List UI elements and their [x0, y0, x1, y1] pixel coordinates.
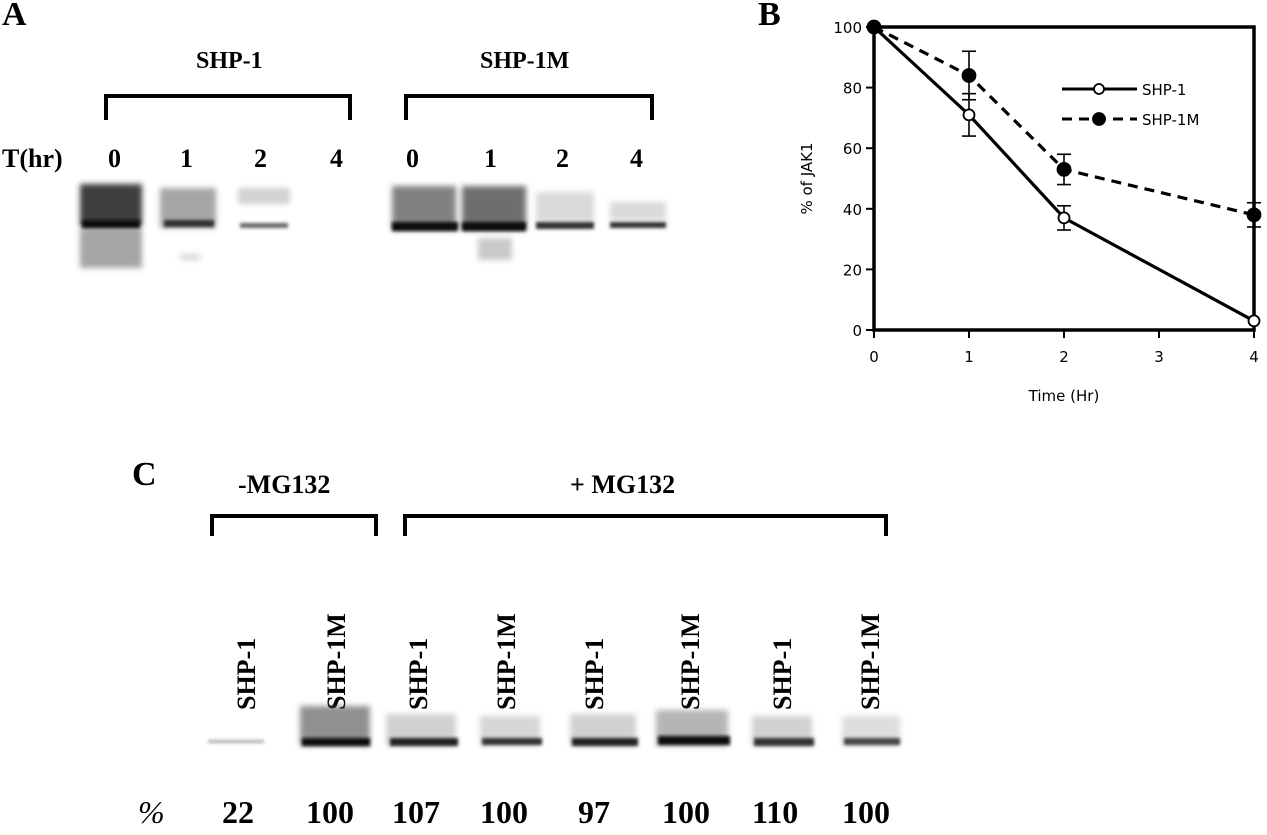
legend-marker — [1093, 83, 1105, 95]
panel-c-lane-label-6: SHP-1M — [676, 613, 705, 710]
blot-c-band-main — [572, 738, 638, 746]
panel-c-percent-4: 100 — [480, 794, 528, 830]
panel-c-percent-8: 100 — [842, 794, 890, 830]
panel-c-group-plus-mg132: + MG132 — [570, 470, 676, 499]
panel-b-line-chart: 0 20 40 60 80 100 0 1 2 3 4 Time (Hr) % of JAK1 SHP-1… — [798, 19, 1262, 405]
panel-a-time-axis-label: T(hr) — [2, 144, 63, 173]
y-tick-label: 100 — [833, 19, 862, 37]
series-line-2 — [873, 25, 1255, 217]
panel-c-brackets — [210, 514, 888, 536]
legend-label: SHP-1M — [1142, 111, 1199, 129]
y-tick-label: 20 — [843, 261, 862, 279]
panel-c-percent-6: 100 — [662, 794, 710, 830]
panel-a-time-2: 2 — [254, 144, 267, 173]
panel-a-group-shp1: SHP-1 — [196, 48, 263, 74]
data-point — [1247, 314, 1261, 328]
data-point — [1056, 162, 1072, 177]
blot-a-band — [80, 228, 142, 268]
panel-c-lane-label-4: SHP-1M — [492, 613, 521, 710]
panel-a-time-4: 4 — [330, 144, 343, 173]
panel-c-lane-label-7: SHP-1 — [768, 637, 797, 710]
blot-a-band-main — [462, 222, 526, 231]
panel-c-letter: C — [132, 456, 157, 493]
panel-c-percent-2: 100 — [306, 794, 354, 830]
blot-a-band — [238, 188, 290, 204]
legend-marker — [1092, 112, 1106, 126]
blot-a-band-main — [240, 223, 288, 228]
panel-c-lane-label-2: SHP-1M — [322, 613, 351, 710]
blot-a-band — [80, 184, 142, 226]
blot-a-band-main — [536, 222, 594, 229]
y-axis-label: % of JAK1 — [798, 142, 816, 214]
panel-c-group-minus-mg132: -MG132 — [238, 470, 331, 499]
blot-a-band — [478, 238, 512, 260]
x-tick-label: 1 — [964, 348, 974, 366]
series-line-1 — [872, 25, 1255, 323]
blot-c-band-main — [390, 738, 458, 746]
legend-label: SHP-1 — [1142, 81, 1186, 99]
panel-a-time-1: 1 — [180, 144, 193, 173]
blot-c-band-main — [658, 736, 730, 745]
blot-c-band-main — [302, 738, 370, 746]
panel-c-percent-5: 97 — [578, 794, 610, 830]
y-tick-label: 60 — [843, 140, 862, 158]
blot-a-band-main — [610, 222, 666, 228]
blot-a-band-main — [82, 220, 140, 228]
blot-c-band-main — [754, 738, 814, 746]
blot-a-band-main — [164, 220, 214, 227]
y-tick-label: 0 — [852, 322, 862, 340]
x-tick-label: 0 — [869, 348, 879, 366]
panel-c-lane-label-8: SHP-1M — [856, 613, 885, 710]
panel-a-letter: A — [2, 0, 27, 33]
x-axis-label: Time (Hr) — [1028, 387, 1100, 405]
data-point — [962, 108, 976, 122]
panel-b-letter: B — [758, 0, 781, 33]
panel-a-time-0: 0 — [108, 144, 121, 173]
x-tick-label: 3 — [1154, 348, 1164, 366]
panel-a-time-4b: 4 — [630, 144, 643, 173]
panel-a-time-1b: 1 — [484, 144, 497, 173]
data-point — [1246, 207, 1262, 223]
blot-a-band — [180, 254, 200, 260]
blot-a-band-main — [392, 222, 458, 231]
x-tick-label: 4 — [1249, 348, 1259, 366]
panel-a-brackets — [104, 94, 654, 120]
panel-c-lane-label-3: SHP-1 — [404, 637, 433, 710]
panel-c-percent-label: % — [138, 794, 165, 830]
y-tick-label: 40 — [843, 201, 862, 219]
data-point — [1057, 211, 1071, 225]
panel-a-time-2b: 2 — [556, 144, 569, 173]
panel-a-time-0b: 0 — [406, 144, 419, 173]
data-point — [961, 68, 977, 83]
blot-a-band — [610, 202, 666, 220]
panel-c-lane-label-1: SHP-1 — [232, 637, 261, 710]
panel-c-western-blot — [208, 706, 900, 746]
panel-c-percent-7: 110 — [752, 794, 799, 830]
blot-c-band-main — [482, 738, 542, 745]
panel-c-percent-3: 107 — [392, 794, 440, 830]
data-point — [866, 19, 882, 35]
y-tick-label: 80 — [843, 80, 862, 98]
blot-c-band-main — [208, 740, 264, 743]
blot-a-band — [536, 192, 594, 222]
panel-a-western-blot — [80, 184, 666, 268]
panel-c-lane-label-5: SHP-1 — [580, 637, 609, 710]
blot-c-band-main — [844, 738, 900, 745]
x-tick-label: 2 — [1059, 348, 1069, 366]
panel-a-group-shp1m: SHP-1M — [480, 48, 570, 74]
panel-c-percent-1: 22 — [222, 794, 254, 830]
